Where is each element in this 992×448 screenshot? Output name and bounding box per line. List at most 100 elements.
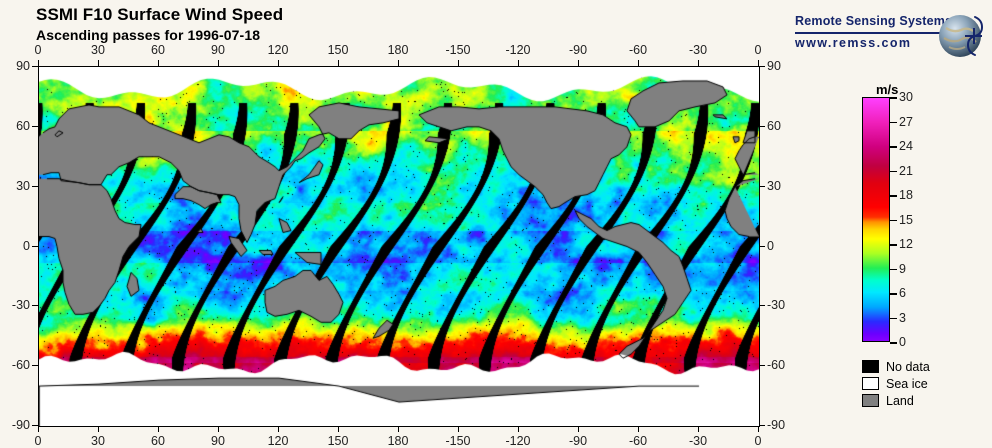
legend-item: No data — [862, 358, 930, 375]
lat-tick-mark — [759, 365, 765, 366]
lat-tick-label-left: 0 — [0, 239, 30, 253]
lon-tick-mark — [98, 426, 99, 432]
colorbar-tick-mark — [890, 171, 897, 173]
lon-tick-label-bottom: -30 — [689, 434, 707, 448]
lat-tick-label-right: -30 — [767, 298, 785, 312]
lat-tick-mark — [759, 186, 765, 187]
remss-logo[interactable]: Remote Sensing Systems www.remss.com — [795, 10, 985, 62]
colorbar-tick-label: 24 — [899, 139, 913, 153]
lon-tick-mark — [638, 426, 639, 432]
lon-tick-mark — [158, 60, 159, 66]
lon-tick-label-bottom: 60 — [151, 434, 165, 448]
lat-tick-label-right: 90 — [767, 59, 781, 73]
lat-tick-label-left: -60 — [0, 358, 30, 372]
lon-tick-mark — [38, 426, 39, 432]
globe-icon — [935, 10, 987, 62]
colorbar-tick-label: 18 — [899, 188, 913, 202]
lon-tick-mark — [698, 60, 699, 66]
colorbar-tick-label: 6 — [899, 286, 906, 300]
lon-tick-label-bottom: 120 — [268, 434, 289, 448]
lat-tick-mark — [32, 365, 38, 366]
visualization-root: SSMI F10 Surface Wind Speed Ascending pa… — [0, 0, 992, 448]
wind-speed-heatmap — [39, 67, 759, 426]
lon-tick-mark — [338, 426, 339, 432]
lon-tick-mark — [518, 60, 519, 66]
lon-tick-label-bottom: -60 — [629, 434, 647, 448]
colorbar-tick-mark — [890, 195, 897, 197]
lon-tick-mark — [218, 426, 219, 432]
lon-tick-label-bottom: -120 — [505, 434, 530, 448]
colorbar-units-label: m/s — [876, 82, 898, 97]
colorbar-tick-mark — [890, 244, 897, 246]
lat-tick-mark — [32, 425, 38, 426]
lon-tick-label-bottom: 30 — [91, 434, 105, 448]
lon-tick-mark — [578, 60, 579, 66]
colorbar-tick-mark — [890, 146, 897, 148]
lon-tick-mark — [278, 426, 279, 432]
colorbar-tick-mark — [890, 318, 897, 320]
world-map-plot[interactable] — [38, 66, 760, 427]
colorbar-tick-mark — [890, 122, 897, 124]
legend-swatch — [862, 360, 879, 373]
lon-tick-mark — [758, 426, 759, 432]
lon-tick-label-bottom: 150 — [328, 434, 349, 448]
colorbar-tick-mark — [890, 269, 897, 271]
lon-tick-label-top: 0 — [755, 43, 762, 57]
lat-tick-label-left: -30 — [0, 298, 30, 312]
lon-tick-label-top: 180 — [388, 43, 409, 57]
lon-tick-mark — [398, 60, 399, 66]
legend-item: Land — [862, 392, 930, 409]
lon-tick-label-top: 90 — [211, 43, 225, 57]
map-legend: No data Sea ice Land — [862, 358, 930, 409]
lon-tick-label-bottom: 180 — [388, 434, 409, 448]
lon-tick-label-top: 30 — [91, 43, 105, 57]
lat-tick-mark — [32, 246, 38, 247]
lon-tick-mark — [458, 60, 459, 66]
lon-tick-label-bottom: -90 — [569, 434, 587, 448]
lat-tick-label-left: 60 — [0, 119, 30, 133]
lon-tick-label-bottom: 90 — [211, 434, 225, 448]
lat-tick-label-right: -90 — [767, 418, 785, 432]
lat-tick-mark — [32, 126, 38, 127]
lon-tick-mark — [398, 426, 399, 432]
lat-tick-label-right: 60 — [767, 119, 781, 133]
lat-tick-mark — [759, 126, 765, 127]
lat-tick-mark — [759, 305, 765, 306]
lon-tick-label-top: 60 — [151, 43, 165, 57]
lon-tick-mark — [698, 426, 699, 432]
lat-tick-label-left: 30 — [0, 179, 30, 193]
page-title: SSMI F10 Surface Wind Speed — [36, 5, 283, 25]
lat-tick-mark — [32, 186, 38, 187]
lat-tick-label-left: -90 — [0, 418, 30, 432]
lon-tick-label-bottom: 0 — [755, 434, 762, 448]
lat-tick-label-right: -60 — [767, 358, 785, 372]
lon-tick-label-top: -30 — [689, 43, 707, 57]
lon-tick-mark — [38, 60, 39, 66]
colorbar-tick-label: 12 — [899, 237, 913, 251]
lat-tick-label-right: 0 — [767, 239, 774, 253]
legend-label: No data — [886, 360, 930, 374]
colorbar-tick-mark — [890, 220, 897, 222]
lon-tick-mark — [218, 60, 219, 66]
colorbar-tick-mark — [890, 97, 897, 99]
legend-swatch — [862, 377, 879, 390]
colorbar-tick-mark — [890, 293, 897, 295]
lon-tick-label-top: -150 — [445, 43, 470, 57]
colorbar-tick-label: 15 — [899, 213, 913, 227]
colorbar-tick-label: 27 — [899, 115, 913, 129]
lon-tick-mark — [638, 60, 639, 66]
lon-tick-label-top: -120 — [505, 43, 530, 57]
lon-tick-label-bottom: -150 — [445, 434, 470, 448]
lon-tick-mark — [518, 426, 519, 432]
lon-tick-mark — [278, 60, 279, 66]
lat-tick-label-left: 90 — [0, 59, 30, 73]
lon-tick-label-top: 150 — [328, 43, 349, 57]
colorbar-tick-label: 3 — [899, 311, 906, 325]
legend-label: Sea ice — [886, 377, 928, 391]
legend-item: Sea ice — [862, 375, 930, 392]
logo-organization-name: Remote Sensing Systems — [795, 14, 952, 28]
page-subtitle: Ascending passes for 1996-07-18 — [36, 27, 260, 43]
logo-website-url: www.remss.com — [795, 36, 911, 50]
lon-tick-mark — [338, 60, 339, 66]
lon-tick-label-bottom: 0 — [35, 434, 42, 448]
